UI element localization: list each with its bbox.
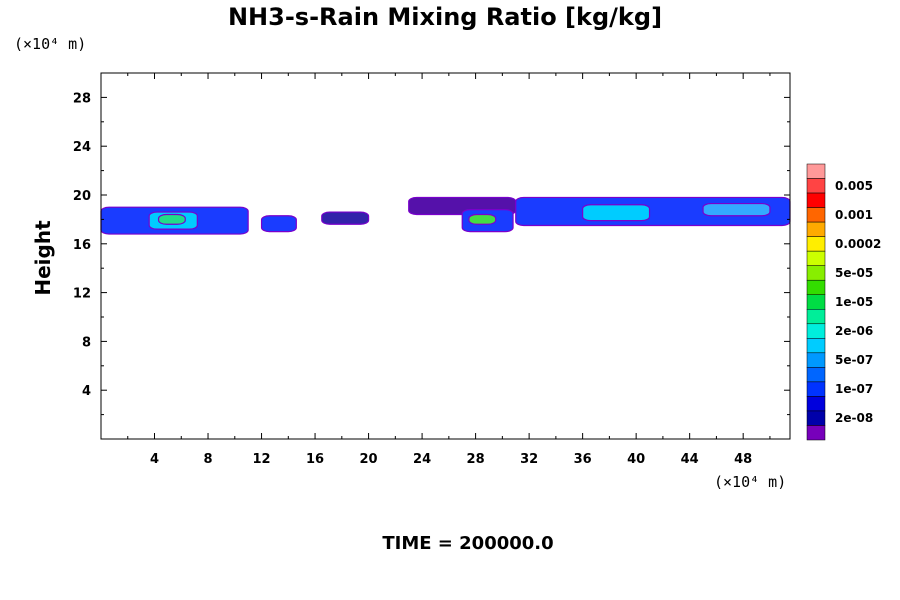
colorbar-swatch-11	[806, 323, 826, 339]
colorbar-label-4: 1e-05	[835, 295, 873, 309]
y-tick-label-0: 4	[82, 384, 91, 399]
chart-title: NH3-s-Rain Mixing Ratio [kg/kg]	[228, 3, 662, 31]
y-tick-label-1: 8	[82, 335, 91, 350]
contour-field	[100, 196, 791, 235]
colorbar-swatch-10	[806, 309, 826, 325]
colorbar-swatch-8	[806, 279, 826, 295]
contour-region-4	[321, 211, 370, 225]
x-tick-label-10: 44	[681, 452, 699, 467]
x-tick-label-9: 40	[627, 452, 645, 467]
colorbar-swatch-16	[806, 396, 826, 412]
x-tick-label-8: 36	[574, 452, 592, 467]
y-axis-label: Height	[31, 220, 55, 296]
colorbar-swatch-18	[806, 425, 826, 441]
x-tick-label-4: 20	[360, 452, 378, 467]
plot-frame	[100, 72, 791, 440]
colorbar-label-6: 5e-07	[835, 353, 873, 367]
colorbar-label-7: 1e-07	[835, 382, 873, 396]
colorbar-swatch-13	[806, 352, 826, 368]
y-tick-label-4: 20	[73, 189, 91, 204]
y-tick-label-2: 12	[73, 287, 91, 302]
colorbar-swatch-12	[806, 338, 826, 354]
y-tick-label-5: 24	[73, 140, 91, 155]
colorbar-label-2: 0.0002	[835, 237, 881, 251]
colorbar-swatch-6	[806, 250, 826, 266]
colorbar-label-0: 0.005	[835, 179, 873, 193]
contour-region-2	[157, 213, 186, 225]
x-tick-label-6: 28	[467, 452, 485, 467]
time-footer: TIME = 200000.0	[382, 533, 553, 554]
colorbar-swatch-3	[806, 207, 826, 223]
colorbar-swatch-2	[806, 192, 826, 208]
colorbar-label-8: 2e-08	[835, 411, 873, 425]
x-axis-unit: (×10⁴ m)	[714, 473, 786, 491]
x-tick-label-2: 12	[252, 452, 270, 467]
contour-region-9	[582, 204, 651, 222]
colorbar-swatch-1	[806, 178, 826, 194]
colorbar-swatch-5	[806, 236, 826, 252]
contour-region-3	[260, 215, 297, 233]
colorbar-swatch-14	[806, 367, 826, 383]
contour-region-10	[702, 202, 771, 217]
colorbar-label-1: 0.001	[835, 208, 873, 222]
colorbar: 0.005 0.001 0.0002 5e-05 1e-05 2e-06 5e-07 1e-0…	[806, 163, 881, 441]
colorbar-label-3: 5e-05	[835, 266, 873, 280]
x-tick-label-7: 32	[520, 452, 538, 467]
colorbar-swatch-9	[806, 294, 826, 310]
colorbar-swatch-7	[806, 265, 826, 281]
x-tick-label-11: 48	[734, 452, 752, 467]
x-tick-label-5: 24	[413, 452, 431, 467]
x-tick-label-0: 4	[150, 452, 159, 467]
y-tick-label-6: 28	[73, 91, 91, 106]
colorbar-swatch-0	[806, 163, 826, 179]
colorbar-swatch-17	[806, 410, 826, 426]
y-tick-label-3: 16	[73, 238, 91, 253]
colorbar-swatch-4	[806, 221, 826, 237]
contour-region-7	[468, 213, 497, 225]
y-axis-unit: (×10⁴ m)	[14, 35, 86, 53]
x-tick-label-3: 16	[306, 452, 324, 467]
x-tick-label-1: 8	[204, 452, 213, 467]
colorbar-swatch-15	[806, 381, 826, 397]
colorbar-label-5: 2e-06	[835, 324, 873, 338]
